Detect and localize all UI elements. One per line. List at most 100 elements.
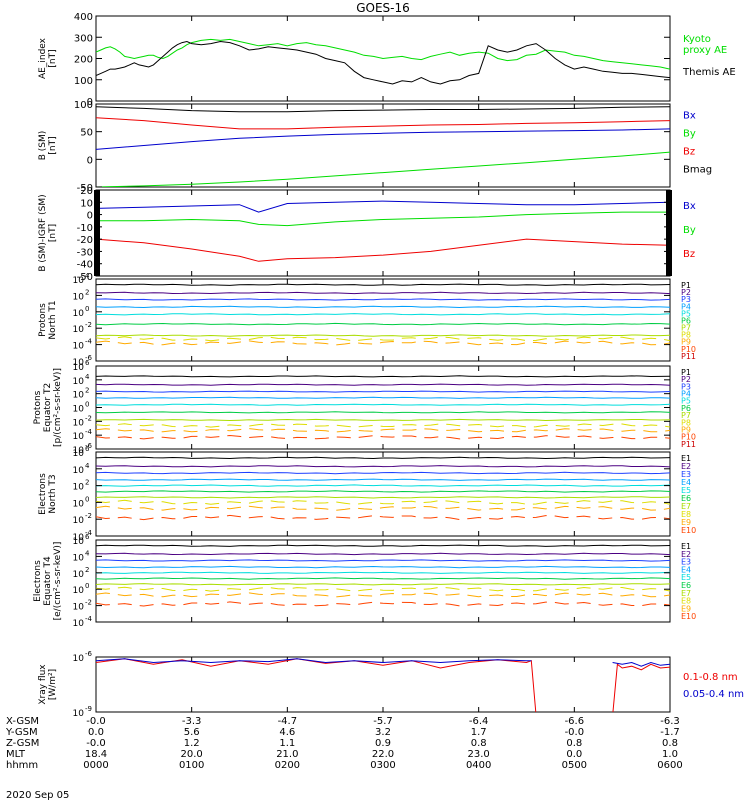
- ephemeris-value: 22.0: [372, 749, 394, 760]
- plot-area: [96, 106, 670, 187]
- series-line-p8: [96, 423, 670, 428]
- ephemeris-value: -0.0: [86, 738, 106, 749]
- y-axis-label: B (SM): [38, 131, 48, 161]
- y-tick-label: 0: [87, 155, 93, 166]
- ephemeris-value: 0600: [657, 760, 682, 771]
- legend-label: P7: [681, 324, 691, 333]
- y-axis-label: Equator T4: [43, 556, 53, 606]
- ephemeris-value: 5.6: [184, 727, 200, 738]
- y-tick-label: 10: [73, 292, 85, 302]
- y-tick-label: 50: [80, 128, 93, 139]
- legend-label: Bx: [683, 201, 696, 212]
- legend-label: By: [683, 225, 696, 236]
- y-tick-exponent: 6: [85, 533, 90, 541]
- series-line-by: [96, 151, 670, 187]
- y-tick-label: 10: [73, 358, 85, 368]
- y-tick-exponent: 2: [85, 387, 89, 395]
- series-line-e6: [96, 577, 670, 580]
- y-tick-exponent: -4: [85, 615, 93, 623]
- ephemeris-value: 23.0: [468, 749, 490, 760]
- legend-label: E8: [681, 597, 691, 606]
- series-line-e5: [96, 571, 670, 574]
- ephemeris-row-label: MLT: [6, 749, 26, 760]
- ephemeris-value: 0.8: [566, 738, 582, 749]
- series-line-by: [96, 211, 670, 227]
- plot-area: [96, 375, 670, 440]
- series-line-e3: [96, 559, 670, 562]
- y-tick-label: -50: [77, 272, 93, 283]
- series-line-p2: [96, 291, 670, 295]
- legend-label: E6: [681, 581, 691, 590]
- series-line-e1: [96, 544, 670, 547]
- legend-label: P6: [681, 316, 691, 325]
- y-axis-label: Equator T2: [43, 383, 53, 432]
- y-axis-label: Electrons: [38, 473, 48, 515]
- series-line-e10: [96, 514, 670, 521]
- panel-frame: [95, 278, 671, 362]
- y-tick-label: 10: [73, 432, 85, 442]
- legend-label: Bz: [683, 249, 695, 260]
- y-tick-label: 10: [73, 391, 85, 401]
- legend-label: E5: [681, 573, 691, 582]
- ephemeris-value: 0.8: [471, 738, 487, 749]
- ephemeris-value: 0.8: [662, 738, 678, 749]
- ephemeris-value: 18.4: [85, 749, 107, 760]
- y-tick-exponent: -4: [85, 338, 93, 346]
- legend-label: P8: [681, 418, 691, 427]
- y-tick-exponent: 4: [85, 549, 90, 557]
- panel-pe: Protons Equator T2 [p/(cm²-s-sr-keV)]10 -61…: [33, 359, 696, 456]
- ephemeris-value: 0.9: [375, 738, 391, 749]
- y-tick-exponent: 0: [85, 401, 89, 409]
- legend-label: E5: [681, 486, 691, 495]
- y-tick-label: -50: [77, 183, 93, 194]
- y-tick-label: 10: [73, 449, 85, 459]
- y-axis-label: AE_index: [38, 37, 48, 79]
- ephemeris-row-label: Y-GSM: [5, 727, 38, 738]
- y-tick-label: 10: [73, 342, 85, 352]
- series-line-bmag: [96, 106, 670, 113]
- y-tick-exponent: -4: [85, 428, 93, 436]
- ephemeris-value: 0.0: [566, 749, 582, 760]
- series-line-p2: [96, 383, 670, 386]
- y-tick-exponent: 6: [85, 445, 90, 453]
- series-line-e1: [96, 456, 670, 460]
- legend-label: P9: [681, 425, 691, 434]
- series-line-e8: [96, 499, 670, 506]
- legend-label: P8: [681, 331, 691, 340]
- legend-label: P2: [681, 288, 691, 297]
- ephemeris-value: -0.0: [565, 727, 585, 738]
- legend-label: P11: [681, 352, 696, 361]
- series-line-p3: [96, 390, 670, 393]
- y-tick-label: 0: [87, 211, 93, 222]
- legend-label: E1: [681, 542, 691, 551]
- legend-label: P2: [681, 375, 691, 384]
- series-line-p9: [96, 428, 670, 433]
- series-line-e6: [96, 490, 670, 493]
- legend-label: E4: [681, 565, 691, 574]
- series-line-e9: [96, 505, 670, 511]
- y-tick-label: 10: [73, 363, 85, 373]
- series-line-e5: [96, 484, 670, 487]
- y-tick-label: 10: [73, 537, 85, 547]
- series-line-e2: [96, 552, 670, 556]
- legend-label: E2: [681, 550, 691, 559]
- legend-label: E3: [681, 558, 691, 567]
- series-line-bx: [96, 128, 670, 150]
- ephemeris-value: 1.2: [184, 738, 200, 749]
- axis-bar: [94, 190, 100, 276]
- panel-xray: Xray flux [W/m²]10 -910 -60.1-0.8 nm0.05-0.…: [38, 650, 744, 719]
- legend-label: P9: [681, 338, 691, 347]
- y-axis-label: [nT]: [48, 136, 58, 154]
- series-line-p6: [96, 411, 670, 414]
- series-line-e10: [96, 601, 670, 607]
- series-line-themis-ae: [96, 40, 670, 85]
- series-line-bx: [96, 200, 670, 213]
- y-axis-label: Protons: [33, 390, 43, 424]
- legend-label: Kyoto: [683, 34, 711, 45]
- ephemeris-value: -6.4: [469, 716, 489, 727]
- series-line-0-05-0-4-nm: [96, 658, 670, 667]
- y-tick-exponent: 6: [85, 359, 90, 367]
- plot-area: [96, 38, 670, 85]
- legend-label: P5: [681, 309, 691, 318]
